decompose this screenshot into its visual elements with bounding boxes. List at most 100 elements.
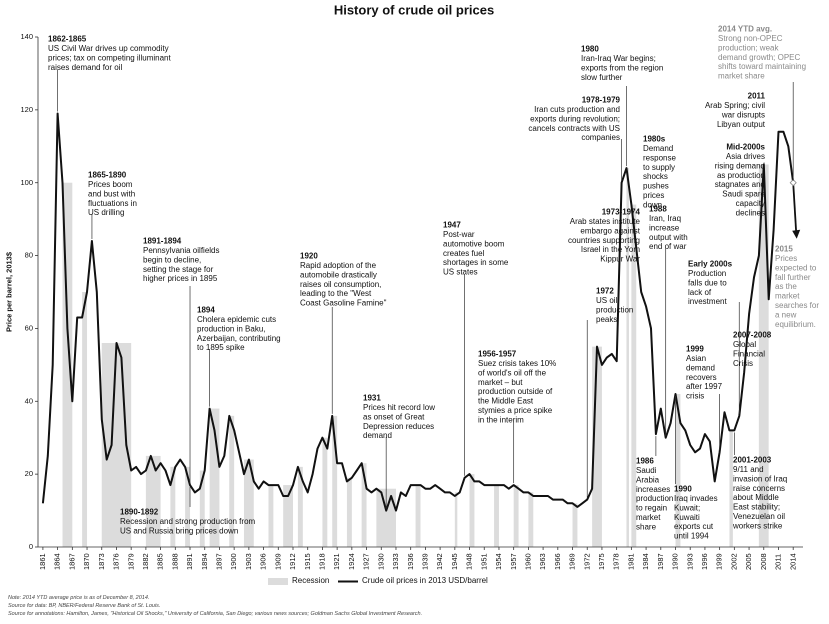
annotation-text: automotive boom (443, 239, 505, 248)
x-tick-label: 1954 (494, 553, 503, 570)
x-tick-label: 1885 (156, 553, 165, 570)
annotation-text: Arabia (636, 475, 660, 484)
recession-band (82, 292, 88, 547)
annotation-text: Venezuelan oil (733, 512, 785, 521)
annotation-text: demand growth; OPEC (718, 53, 800, 62)
annotation-text: production; weak (718, 43, 779, 52)
x-tick-label: 1876 (112, 553, 121, 570)
annotation-text: as production (717, 171, 765, 180)
annotation-text: increases (636, 485, 670, 494)
recession-band (332, 415, 338, 547)
annotation-text: Kuwait; (674, 503, 700, 512)
annotation-text: declines (736, 208, 765, 217)
annotation-title: 1980s (643, 135, 666, 144)
annotation-text: market share (718, 72, 765, 81)
annotation-text: market – but (478, 378, 523, 387)
annotation-text: end of war (649, 242, 687, 251)
recession-band (631, 204, 637, 548)
x-tick-label: 1879 (126, 553, 135, 570)
annotation-title: 1980 (581, 45, 599, 54)
annotation-text: begin to decline, (143, 255, 201, 264)
annotation-text: Arab states institute (570, 217, 641, 226)
annotation-text: automobile drastically (300, 270, 377, 279)
annotation-title: 1986 (636, 457, 654, 466)
recession-band (346, 477, 352, 547)
x-tick-label: 1861 (38, 553, 47, 570)
annotation-title: 2015 (775, 245, 793, 254)
recession-band (209, 408, 220, 547)
annotation-text: Iran, Iraq (649, 214, 681, 223)
annotation-text: Saudi spare (722, 190, 765, 199)
forecast-arrow (792, 182, 798, 233)
annotation-text: prices (643, 191, 664, 200)
annotation-text: pushes (643, 182, 669, 191)
annotation-text: until 1994 (674, 532, 709, 541)
x-tick-label: 1900 (229, 553, 238, 570)
recession-band (145, 455, 161, 547)
annotation-text: US oil (596, 296, 618, 305)
annotation-text: exports during revolution; (530, 114, 620, 123)
recession-band (283, 485, 293, 547)
x-tick-label: 1918 (318, 553, 327, 570)
annotation-text: higher prices in 1895 (143, 274, 218, 283)
price-line (41, 112, 795, 512)
recession-band (268, 485, 274, 547)
annotation-text: Suez crisis takes 10% (478, 359, 556, 368)
y-tick-label: 0 (29, 542, 33, 551)
x-tick-label: 1930 (376, 553, 385, 570)
annotation-text: Libyan output (717, 120, 766, 129)
annotation-title: 2011 (748, 92, 766, 101)
x-tick-label: 1987 (656, 553, 665, 570)
annotation-text: Rapid adoption of the (300, 261, 377, 270)
x-tick-label: 1996 (700, 553, 709, 570)
annotation-text: rising demand (715, 161, 765, 170)
x-tick-label: 1969 (568, 553, 577, 570)
recession-band (229, 415, 235, 547)
annotation-text: increase (649, 223, 680, 232)
y-tick-label: 120 (20, 105, 33, 114)
x-tick-label: 1924 (347, 553, 356, 570)
annotation-text: Cholera epidemic cuts (197, 315, 276, 324)
x-tick-label: 1909 (273, 553, 282, 570)
annotation-text: 9/11 and (733, 465, 764, 474)
annotation-text: recovers (686, 373, 717, 382)
annotation-text: Prices (775, 254, 797, 263)
footnote: Source for data: BP, NBER/Federal Reserv… (8, 603, 160, 609)
annotation-text: Crisis (733, 359, 753, 368)
annotation-title: 1999 (686, 345, 704, 354)
y-axis-label: Price per barrel, 2013$ (5, 251, 14, 332)
annotation-text: exports cut (674, 522, 714, 531)
annotation-text: as onset of Great (363, 412, 425, 421)
x-tick-label: 1999 (715, 553, 724, 570)
recession-band (199, 470, 205, 547)
x-tick-label: 1903 (244, 553, 253, 570)
annotation-text: peaks (596, 315, 617, 324)
annotation-text: after 1997 (686, 382, 723, 391)
annotation-title: 1862-1865 (48, 35, 87, 44)
recession-band (494, 485, 499, 547)
annotation-title: 1891-1894 (143, 237, 182, 246)
annotation-text: stagnates and (715, 180, 765, 189)
annotation-text: Global (733, 340, 756, 349)
annotation-text: companies (581, 133, 620, 142)
annotation-title: 1890-1892 (120, 508, 159, 517)
annotation-text: to supply (643, 163, 675, 172)
annotation-text: Iran-Iraq War begins; (581, 54, 656, 63)
annotation-text: US drilling (88, 208, 124, 217)
annotation-text: Prices boom (88, 180, 133, 189)
annotation-text: setting the stage for (143, 265, 214, 274)
annotation-text: production outside of (478, 387, 553, 396)
x-tick-label: 1882 (141, 553, 150, 570)
legend-label: Crude oil prices in 2013 USD/barrel (362, 576, 488, 585)
annotation-text: about Middle (733, 493, 779, 502)
annotation-text: Recession and strong production from (120, 517, 256, 526)
x-tick-label: 1951 (479, 553, 488, 570)
annotation-text: investment (688, 297, 727, 306)
annotation-title: 1956-1957 (478, 350, 517, 359)
y-tick-label: 80 (25, 251, 33, 260)
annotation-text: Production (688, 269, 726, 278)
annotation-title: 1947 (443, 221, 461, 230)
annotation-text: Kuwaiti (674, 513, 700, 522)
annotation-text: Azerbaijan, contributing (197, 334, 281, 343)
recession-band (513, 485, 519, 547)
